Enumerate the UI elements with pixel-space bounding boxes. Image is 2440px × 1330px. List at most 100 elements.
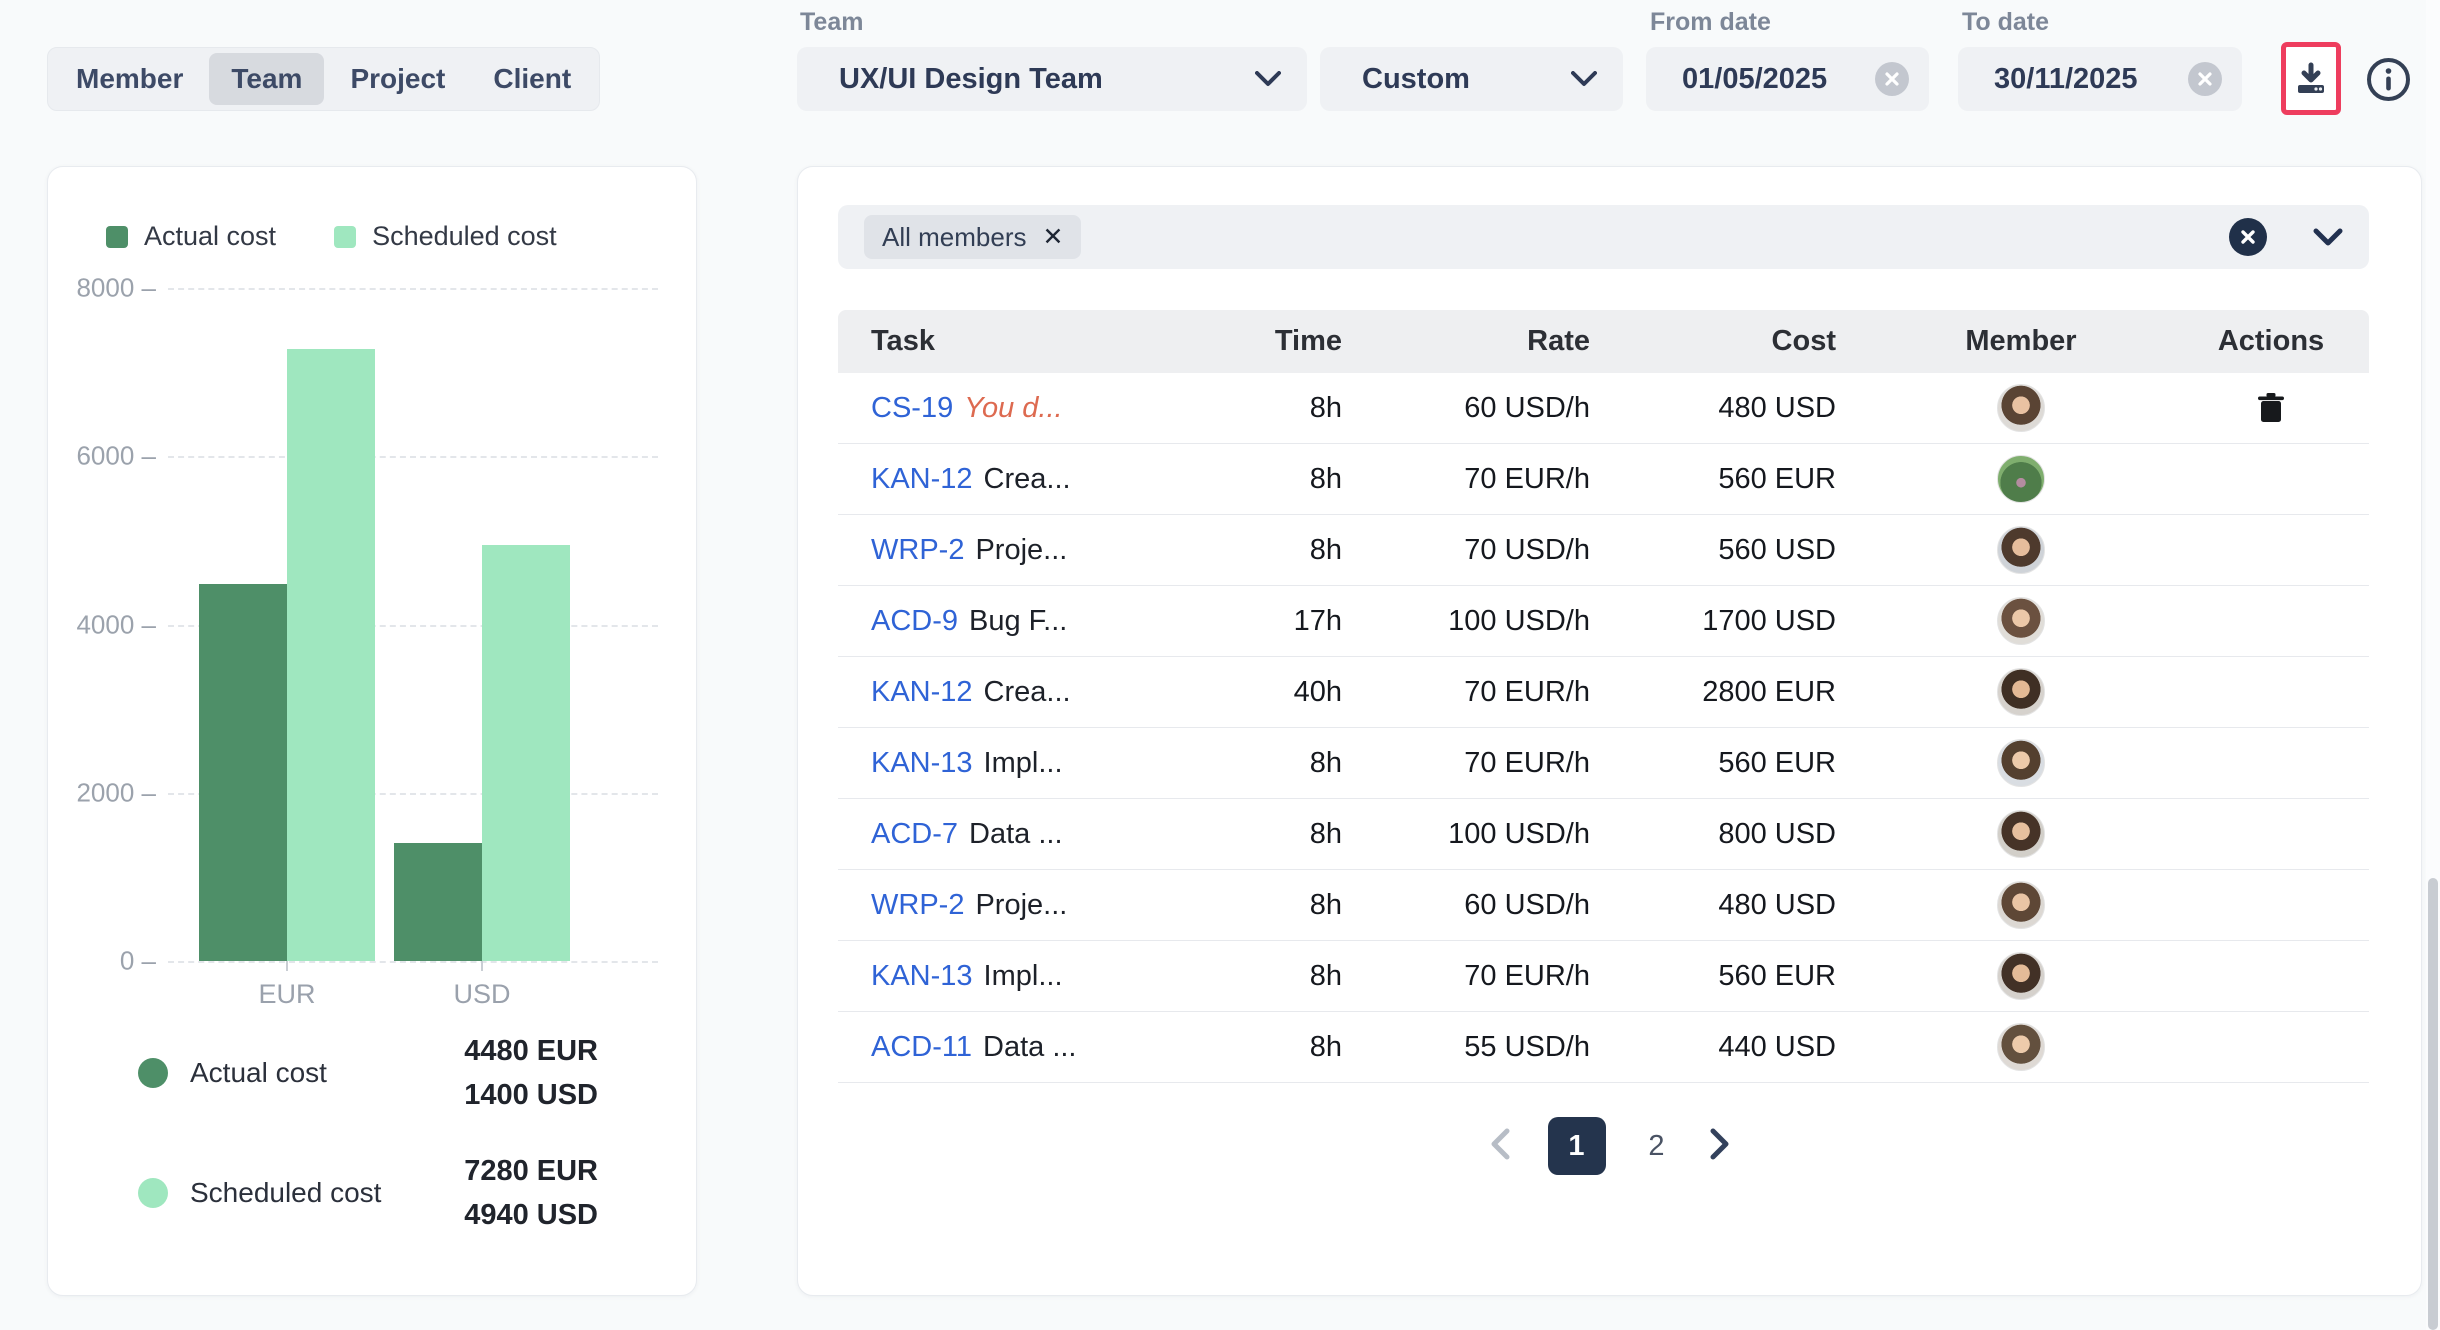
x-tick (481, 961, 483, 971)
task-key-link[interactable]: KAN-13 (871, 747, 973, 780)
page-button-1[interactable]: 1 (1548, 1117, 1606, 1175)
y-tick-label: 0 – (48, 946, 156, 977)
page-button-2[interactable]: 2 (1642, 1130, 1672, 1163)
scrollbar-track[interactable] (2426, 0, 2440, 1330)
next-page-icon[interactable] (1708, 1127, 1732, 1161)
task-key-link[interactable]: CS-19 (871, 392, 953, 425)
task-key-link[interactable]: ACD-11 (871, 1031, 972, 1064)
task-title: Crea... (984, 676, 1071, 709)
chart-legend: Actual costScheduled cost (106, 221, 557, 252)
chevron-down-icon[interactable] (2313, 228, 2343, 246)
task-title: Data ... (983, 1031, 1077, 1064)
cost-cell: 560 EUR (1590, 463, 1836, 496)
rate-cell: 70 USD/h (1342, 534, 1590, 567)
column-header-task: Task (871, 325, 1231, 358)
close-icon[interactable]: ✕ (1042, 225, 1063, 250)
cost-cell: 440 USD (1590, 1031, 1836, 1064)
time-cell: 8h (1231, 1031, 1342, 1064)
time-cell: 8h (1231, 392, 1342, 425)
tab-team[interactable]: Team (209, 53, 324, 105)
column-header-cost: Cost (1590, 325, 1836, 358)
time-cell: 17h (1231, 605, 1342, 638)
to-date-label: To date (1962, 8, 2049, 37)
y-tick-label: 8000 – (48, 273, 156, 304)
download-icon[interactable] (2293, 61, 2329, 97)
view-mode-tabs: MemberTeamProjectClient (47, 47, 600, 111)
range-select[interactable]: Custom (1320, 47, 1623, 111)
members-filter-bar[interactable]: All members ✕ (838, 205, 2369, 269)
task-key-link[interactable]: ACD-9 (871, 605, 958, 638)
task-key-link[interactable]: KAN-13 (871, 960, 973, 993)
task-key-link[interactable]: WRP-2 (871, 534, 964, 567)
rate-cell: 100 USD/h (1342, 605, 1590, 638)
from-date-label: From date (1650, 8, 1771, 37)
from-date-field[interactable]: 01/05/2025 (1646, 47, 1929, 111)
bar-eur-actual-cost (199, 584, 287, 961)
previous-page-icon[interactable] (1488, 1127, 1512, 1161)
bar-usd-actual-cost (394, 843, 482, 961)
team-select[interactable]: UX/UI Design Team (797, 47, 1307, 111)
rate-cell: 70 EUR/h (1342, 676, 1590, 709)
cost-cell: 560 EUR (1590, 960, 1836, 993)
gridline (168, 961, 658, 963)
from-date-value: 01/05/2025 (1682, 63, 1827, 96)
member-avatar[interactable] (1997, 668, 2045, 716)
table-row: KAN-12Crea...40h70 EUR/h2800 EUR (838, 657, 2369, 728)
scrollbar-thumb[interactable] (2428, 878, 2438, 1330)
member-avatar[interactable] (1997, 952, 2045, 1000)
team-select-value: UX/UI Design Team (839, 63, 1103, 96)
to-date-field[interactable]: 30/11/2025 (1958, 47, 2242, 111)
bar-usd-scheduled-cost (482, 545, 570, 961)
time-cell: 8h (1231, 960, 1342, 993)
summary-values: 7280 EUR4940 USD (464, 1149, 598, 1237)
task-key-link[interactable]: KAN-12 (871, 463, 973, 496)
table-row: ACD-7Data ...8h100 USD/h800 USD (838, 799, 2369, 870)
team-label: Team (800, 8, 863, 37)
chip-label: All members (882, 222, 1026, 253)
rate-cell: 60 USD/h (1342, 392, 1590, 425)
summary-row: Scheduled cost7280 EUR4940 USD (138, 1149, 598, 1237)
member-avatar[interactable] (1997, 1023, 2045, 1071)
member-avatar[interactable] (1997, 881, 2045, 929)
rate-cell: 55 USD/h (1342, 1031, 1590, 1064)
y-tick-label: 2000 – (48, 777, 156, 808)
member-avatar[interactable] (1997, 597, 2045, 645)
time-cell: 8h (1231, 818, 1342, 851)
member-avatar[interactable] (1997, 455, 2045, 503)
table-row: KAN-13Impl...8h70 EUR/h560 EUR (838, 728, 2369, 799)
table-row: ACD-11 Data ... 8h55 USD/h440 USD (838, 1012, 2369, 1083)
member-avatar[interactable] (1997, 526, 2045, 574)
clear-to-date-icon[interactable] (2188, 62, 2222, 96)
task-title: You d... (964, 392, 1062, 425)
member-avatar[interactable] (1997, 384, 2045, 432)
y-tick-label: 6000 – (48, 441, 156, 472)
tab-project[interactable]: Project (328, 53, 467, 105)
legend-item: Scheduled cost (334, 221, 557, 252)
summary-swatch (138, 1178, 168, 1208)
info-icon[interactable] (2366, 57, 2411, 102)
member-filter-chip[interactable]: All members ✕ (864, 215, 1081, 259)
clear-all-icon[interactable] (2229, 218, 2267, 256)
time-cell: 8h (1231, 747, 1342, 780)
task-key-link[interactable]: WRP-2 (871, 889, 964, 922)
pagination: 12 (798, 1114, 2421, 1178)
member-avatar[interactable] (1997, 810, 2045, 858)
column-header-member: Member (1836, 325, 2206, 358)
column-header-time: Time (1231, 325, 1342, 358)
tab-member[interactable]: Member (54, 53, 205, 105)
member-avatar[interactable] (1997, 739, 2045, 787)
trash-icon[interactable] (2256, 392, 2286, 424)
task-key-link[interactable]: KAN-12 (871, 676, 973, 709)
x-tick (286, 961, 288, 971)
clear-from-date-icon[interactable] (1875, 62, 1909, 96)
summary-swatch (138, 1058, 168, 1088)
table-row: WRP-2Proje...8h60 USD/h480 USD (838, 870, 2369, 941)
chevron-down-icon (1571, 71, 1597, 87)
table-body: CS-19You d...8h60 USD/h480 USDKAN-12Crea… (838, 373, 2369, 1083)
task-title: Proje... (975, 889, 1067, 922)
range-select-value: Custom (1362, 63, 1470, 96)
tab-client[interactable]: Client (471, 53, 593, 105)
table-row: CS-19You d...8h60 USD/h480 USD (838, 373, 2369, 444)
task-key-link[interactable]: ACD-7 (871, 818, 958, 851)
task-title: Data ... (969, 818, 1063, 851)
